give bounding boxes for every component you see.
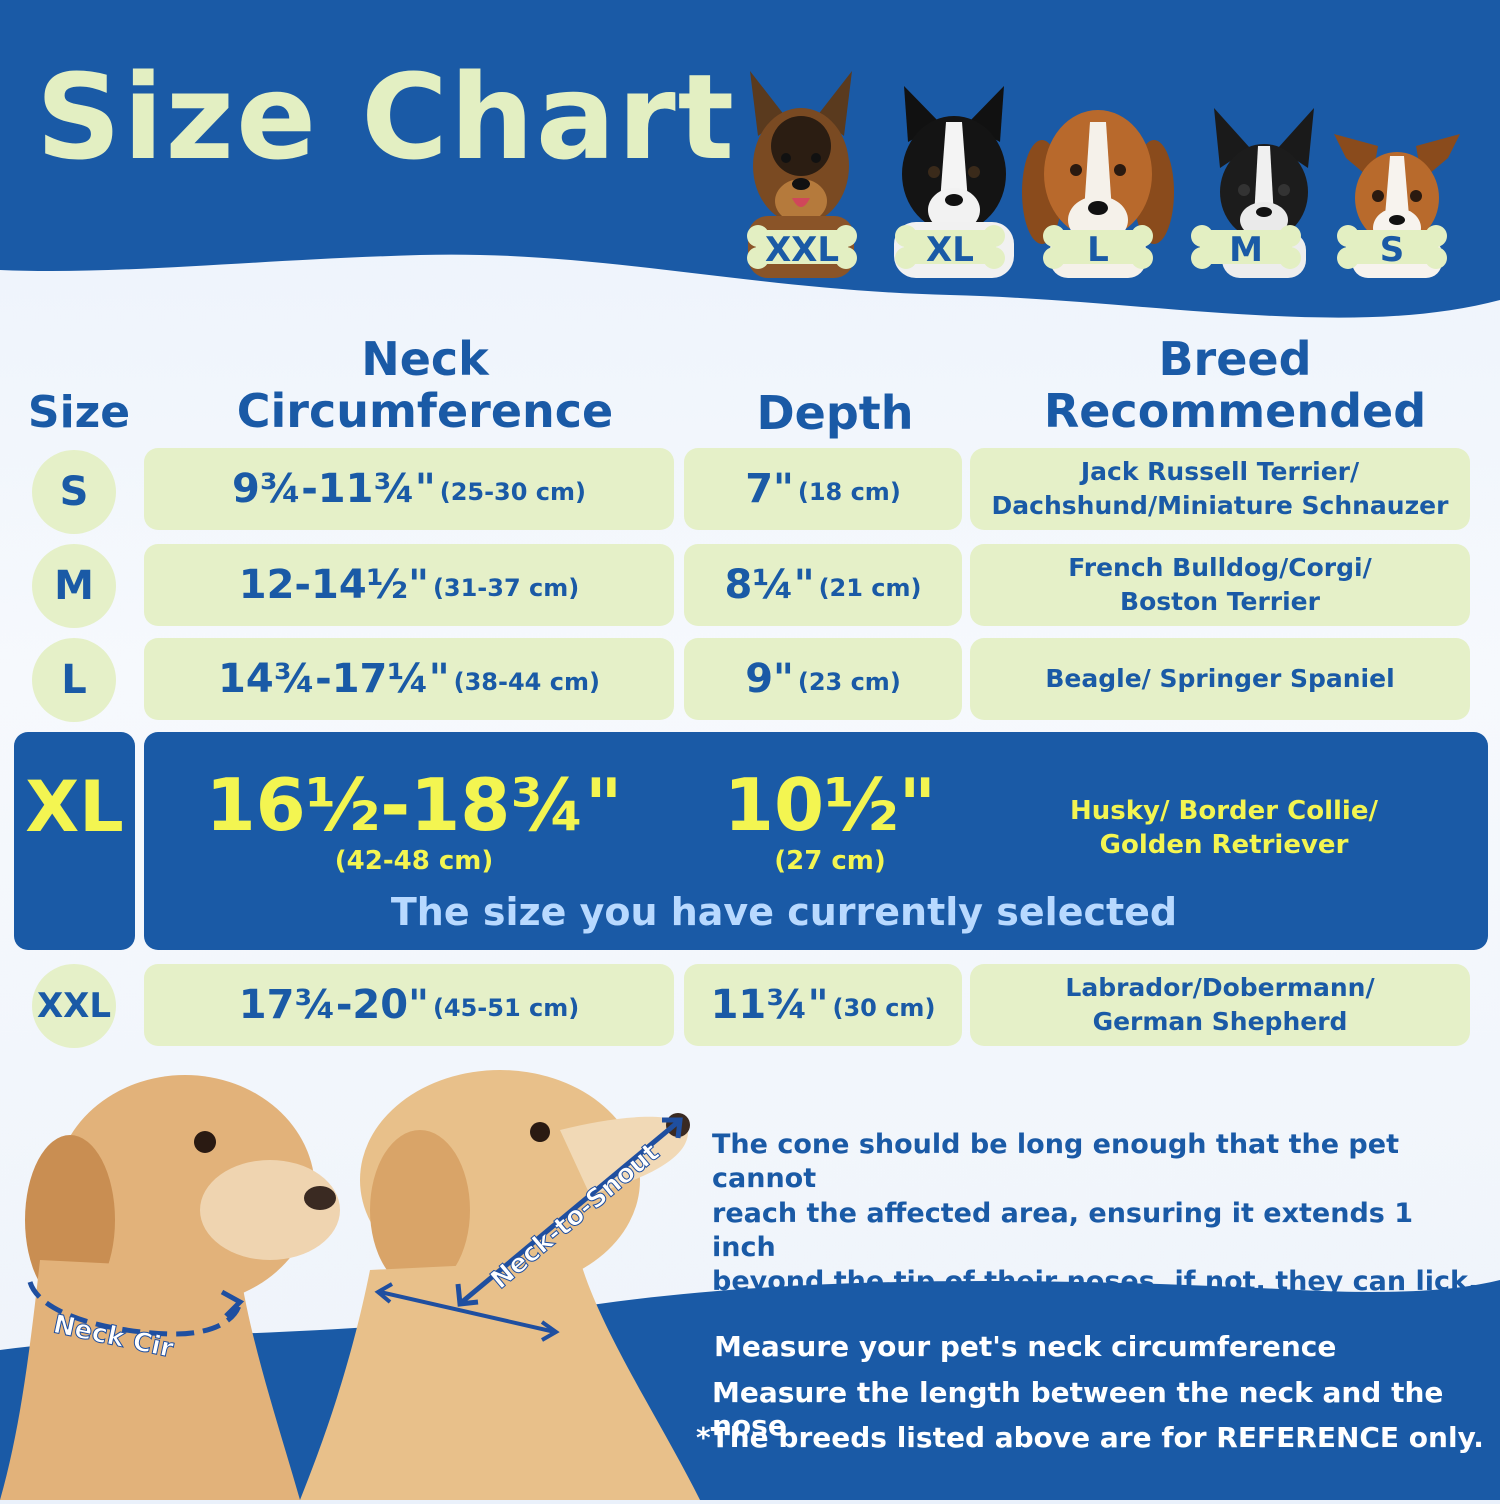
header-breed-line2: Recommended [1043, 383, 1427, 438]
neck-cell-xxl: 17¾-20" (45-51 cm) [144, 964, 674, 1046]
depth-cell-m: 8¼" (21 cm) [684, 544, 962, 626]
size-badge-label: XL [926, 230, 974, 270]
header-breed-recommended: Breed Recommended [990, 332, 1480, 438]
neck-cell-s: 9¾-11¾" (25-30 cm) [144, 448, 674, 530]
size-badge-label: S [1379, 230, 1405, 270]
neck-value: 17¾-20" [238, 982, 429, 1028]
header-neck-circumference: Neck Circumference [180, 332, 670, 438]
header-neck-line2: Circumference [236, 383, 614, 438]
size-label-l: L [32, 638, 116, 722]
depth-cell-l: 9" (23 cm) [684, 638, 962, 720]
breed-line2: Golden Retriever [1099, 830, 1349, 861]
depth-value: 8¼" [724, 562, 815, 608]
size-badge-m: M [1190, 222, 1302, 272]
header-breed-line1: Breed [1158, 332, 1312, 386]
neck-value-cm: (25-30 cm) [439, 478, 587, 506]
selected-row-xl: 16½-18¾" (42-48 cm) 10½" (27 cm) Husky/ … [144, 732, 1488, 950]
depth-value-cm: (23 cm) [797, 668, 901, 696]
neck-value-cm: (42-48 cm) [334, 845, 494, 876]
size-label-s: S [32, 450, 116, 534]
neck-value-cm: (31-37 cm) [432, 574, 580, 602]
instruction-neck-to-nose: Measure the length between the neck and … [712, 1376, 1444, 1442]
breed-line2: Dachshund/Miniature Schnauzer [991, 491, 1449, 520]
size-badge-l: L [1042, 222, 1154, 272]
neck-value: 9¾-11¾" [231, 466, 436, 512]
breed-line2: Boston Terrier [1120, 587, 1320, 616]
breed-cell-l: Beagle/ Springer Spaniel [970, 638, 1470, 720]
neck-cell-l: 14¾-17¼" (38-44 cm) [144, 638, 674, 720]
neck-cell-xl: 16½-18¾" (42-48 cm) [184, 763, 644, 876]
size-badge-s: S [1336, 222, 1448, 272]
breed-line1: French Bulldog/Corgi/ [1068, 553, 1372, 583]
neck-value: 12-14½" [238, 562, 429, 608]
depth-value: 11¾" [710, 982, 829, 1028]
size-badge-label: M [1229, 230, 1263, 270]
breed-cell-m: French Bulldog/Corgi/ Boston Terrier [970, 544, 1470, 626]
size-badge-xxl: XXL [746, 222, 858, 272]
cone-length-note: The cone should be long enough that the … [712, 1128, 1482, 1299]
breed-line2: German Shepherd [1092, 1007, 1348, 1036]
depth-value-cm: (27 cm) [774, 845, 886, 876]
header-neck-line1: Neck [361, 332, 489, 386]
depth-value-cm: (30 cm) [832, 994, 936, 1022]
depth-cell-s: 7" (18 cm) [684, 448, 962, 530]
neck-value: 14¾-17¼" [218, 656, 450, 702]
size-label-m: M [32, 544, 116, 628]
depth-cell-xxl: 11¾" (30 cm) [684, 964, 962, 1046]
depth-value: 10½" [723, 763, 937, 847]
depth-value-cm: (18 cm) [797, 478, 901, 506]
size-label-xl-selected: XL [14, 732, 135, 950]
reference-disclaimer: *The breeds listed above are for REFEREN… [696, 1421, 1484, 1454]
neck-value-cm: (45-51 cm) [432, 994, 580, 1022]
depth-value: 9" [745, 656, 794, 702]
neck-cell-m: 12-14½" (31-37 cm) [144, 544, 674, 626]
breed-cell-s: Jack Russell Terrier/ Dachshund/Miniatur… [970, 448, 1470, 530]
dog-photo-s [1332, 128, 1462, 278]
measurement-photos: Neck Cir Neck-to-Snout [0, 1070, 700, 1500]
cone-note-line: beyond the tip of their noses, if not, t… [712, 1266, 1479, 1298]
page-title: Size Chart [36, 48, 737, 186]
depth-value: 7" [745, 466, 794, 512]
size-badge-xl: XL [894, 222, 1006, 272]
cone-note-line: reach the affected area, ensuring it ext… [712, 1197, 1414, 1263]
breed-line1: Husky/ Border Collie/ [1070, 796, 1378, 826]
breed-cell-xxl: Labrador/Dobermann/ German Shepherd [970, 964, 1470, 1046]
size-label-xxl: XXL [32, 964, 116, 1048]
neck-value: 16½-18¾" [205, 763, 623, 847]
breed-line1: Beagle/ Springer Spaniel [1045, 664, 1395, 694]
header-depth: Depth [756, 386, 914, 440]
instruction-neck-circumference: Measure your pet's neck circumference [714, 1330, 1337, 1363]
size-badge-label: L [1087, 230, 1109, 270]
breed-line1: Labrador/Dobermann/ [1065, 973, 1375, 1003]
neck-value-cm: (38-44 cm) [453, 668, 600, 696]
breed-cell-xl: Husky/ Border Collie/ Golden Retriever [984, 794, 1464, 863]
breed-line1: Jack Russell Terrier/ [1080, 457, 1360, 487]
dog-size-strip: XXL XL L M S [738, 18, 1478, 278]
selected-size-note: The size you have currently selected [390, 890, 1178, 934]
size-badge-label: XXL [764, 230, 840, 270]
cone-note-line: The cone should be long enough that the … [712, 1129, 1399, 1195]
depth-cell-xl: 10½" (27 cm) [700, 763, 960, 876]
header-size: Size [27, 387, 131, 438]
depth-value-cm: (21 cm) [818, 574, 922, 602]
